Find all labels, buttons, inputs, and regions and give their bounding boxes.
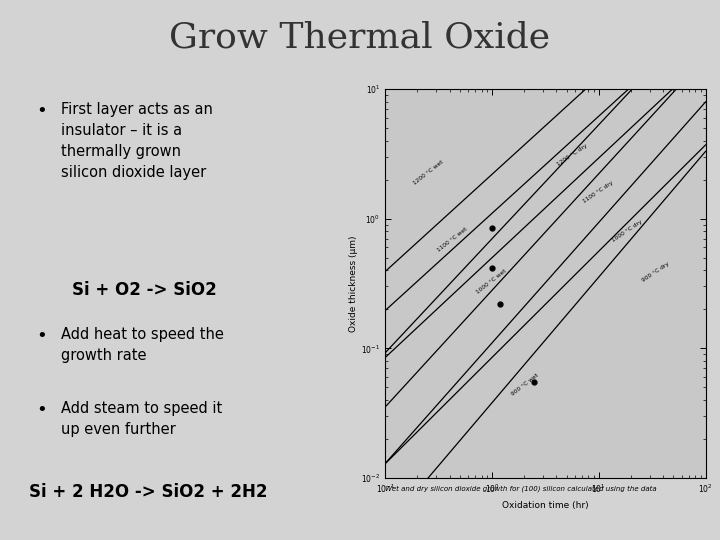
Y-axis label: Oxide thickness (μm): Oxide thickness (μm)	[349, 235, 359, 332]
Text: Add steam to speed it
up even further: Add steam to speed it up even further	[61, 401, 222, 437]
Text: Si + 2 H2O -> SiO2 + 2H2: Si + 2 H2O -> SiO2 + 2H2	[29, 483, 267, 501]
Text: 1200 °C dry: 1200 °C dry	[557, 143, 588, 167]
Text: 1100 °C dry: 1100 °C dry	[582, 180, 614, 204]
Text: 1200 °C wet: 1200 °C wet	[413, 159, 444, 186]
Text: •: •	[36, 401, 47, 418]
Text: 1000 °C dry: 1000 °C dry	[611, 219, 643, 243]
Text: Grow Thermal Oxide: Grow Thermal Oxide	[169, 21, 551, 55]
Text: •: •	[36, 102, 47, 120]
Text: 1100 °C wet: 1100 °C wet	[436, 226, 468, 252]
Text: First layer acts as an
insulator – it is a
thermally grown
silicon dioxide layer: First layer acts as an insulator – it is…	[61, 102, 213, 180]
Text: Wet and dry silicon dioxide growth for (100) silicon calculated using the data: Wet and dry silicon dioxide growth for (…	[385, 485, 657, 492]
Text: •: •	[36, 327, 47, 345]
Text: Si + O2 -> SiO2: Si + O2 -> SiO2	[72, 281, 217, 299]
Text: 900 °C dry: 900 °C dry	[642, 261, 670, 283]
Text: 900 °C wet: 900 °C wet	[510, 373, 540, 397]
Text: 1000 °C wet: 1000 °C wet	[475, 268, 508, 294]
X-axis label: Oxidation time (hr): Oxidation time (hr)	[502, 501, 589, 510]
Text: Add heat to speed the
growth rate: Add heat to speed the growth rate	[61, 327, 224, 363]
